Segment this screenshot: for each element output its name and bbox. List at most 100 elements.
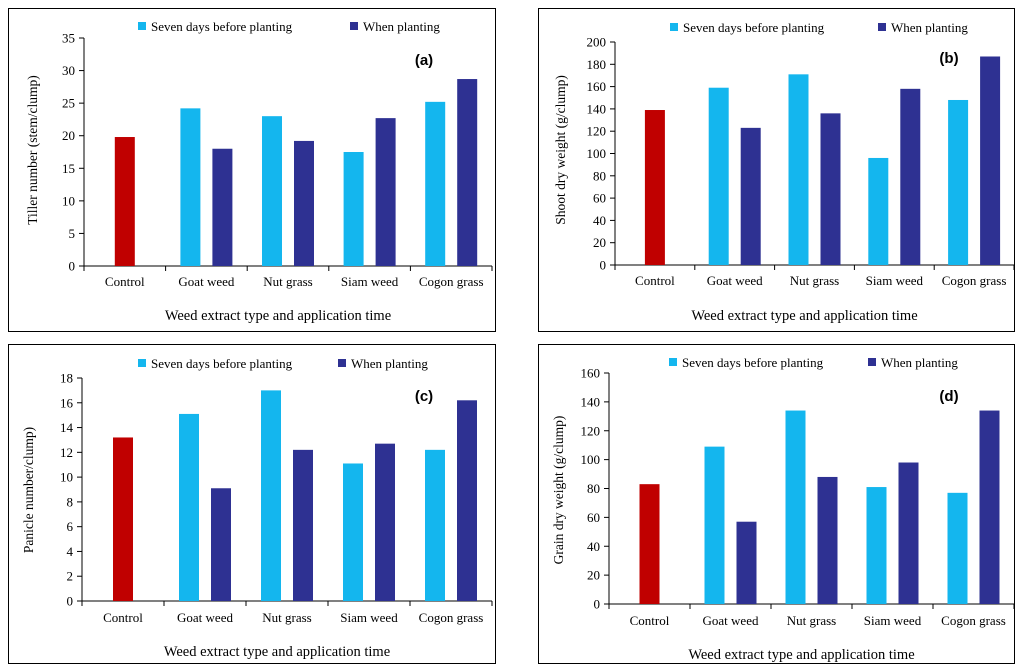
x-tick-label: Nut grass (790, 273, 839, 288)
bar-seven-days-before (261, 390, 281, 601)
y-tick-label: 140 (587, 101, 607, 116)
bar-when-planting (736, 521, 757, 604)
x-tick-label: Goat weed (707, 273, 763, 288)
x-tick-label: Siam weed (866, 273, 924, 288)
x-tick-label: Control (103, 610, 143, 625)
chart-panel-a: 0 5 10 15 20 25 30 35 Control Goat weed Nut grass S… (8, 8, 496, 332)
bar-control (639, 484, 660, 604)
chart-svg: 0 2 4 6 8 10 12 14 16 18 Control Goat weed Nut grass… (21, 356, 493, 660)
legend-swatch (878, 23, 886, 31)
x-tick-label: Nut grass (263, 274, 312, 289)
chart-svg: 0 20 40 60 80 100 120 140 160 Control Goat weed Nut… (551, 355, 1015, 663)
y-tick-label: 5 (69, 226, 76, 241)
bar-seven-days-before (704, 446, 725, 604)
y-tick-label: 4 (67, 544, 74, 559)
x-tick-label: Nut grass (262, 610, 311, 625)
legend-swatch (868, 358, 876, 366)
y-tick-label: 200 (587, 35, 607, 50)
y-tick-label: 80 (587, 481, 600, 496)
bar-when-planting (375, 118, 396, 266)
bar-when-planting (212, 148, 233, 266)
bar-when-planting (375, 443, 395, 601)
bar-when-planting (900, 88, 921, 265)
y-tick-label: 10 (62, 193, 75, 208)
bar-seven-days-before (868, 157, 889, 265)
bar-seven-days-before (947, 492, 968, 604)
legend-label: Seven days before planting (682, 355, 824, 370)
bar-seven-days-before (179, 413, 199, 601)
bar-seven-days-before (948, 99, 969, 265)
x-tick-label: Goat weed (703, 613, 759, 628)
bar-seven-days-before (425, 449, 445, 601)
y-tick-label: 10 (60, 470, 73, 485)
panel-label: (b) (939, 50, 958, 67)
x-tick-label: Siam weed (341, 274, 399, 289)
y-axis-title: Panicle number/clump) (21, 427, 36, 553)
bar-when-planting (740, 127, 761, 265)
x-tick-label: Cogon grass (942, 273, 1007, 288)
legend-label: When planting (363, 19, 440, 34)
y-tick-label: 14 (60, 420, 74, 435)
y-tick-label: 30 (62, 63, 75, 78)
y-tick-label: 6 (67, 519, 74, 534)
x-axis-title: Weed extract type and application time (164, 644, 390, 660)
legend-swatch (138, 359, 146, 367)
bar-when-planting (293, 449, 313, 601)
bar-seven-days-before (866, 487, 887, 604)
y-tick-label: 0 (594, 597, 601, 612)
bar-seven-days-before (785, 410, 806, 604)
y-tick-label: 12 (60, 445, 73, 460)
y-axis-title: Shoot dry weight (g/clump) (553, 75, 568, 225)
legend-swatch (138, 22, 146, 30)
y-tick-label: 2 (67, 569, 74, 584)
legend-label: When planting (351, 356, 428, 371)
x-tick-label: Cogon grass (941, 613, 1006, 628)
y-tick-label: 20 (593, 235, 606, 250)
chart-svg: 0 20 40 60 80 100 120 140 160 180 200 Control Goat w… (553, 20, 1015, 324)
bar-control (113, 437, 133, 601)
y-tick-label: 16 (60, 395, 74, 410)
chart-panel-b: 0 20 40 60 80 100 120 140 160 180 200 Control Goat w… (538, 8, 1015, 332)
y-tick-label: 20 (587, 568, 600, 583)
bar-seven-days-before (262, 116, 282, 267)
y-axis-title: Grain dry weight (g/clump) (551, 416, 566, 565)
x-tick-label: Goat weed (178, 274, 234, 289)
panel-label: (d) (939, 388, 958, 405)
y-tick-label: 0 (67, 594, 74, 609)
bar-when-planting (820, 113, 841, 265)
legend-swatch (350, 22, 358, 30)
bar-seven-days-before (343, 463, 363, 601)
bar-when-planting (211, 488, 231, 601)
bar-seven-days-before (343, 152, 364, 266)
legend-swatch (669, 358, 677, 366)
panel-label: (a) (415, 52, 433, 69)
x-axis-title: Weed extract type and application time (688, 647, 914, 663)
bar-control (114, 137, 135, 266)
y-tick-label: 160 (581, 366, 601, 381)
y-tick-label: 40 (593, 213, 606, 228)
chart-panel-d: 0 20 40 60 80 100 120 140 160 Control Goat weed Nut… (538, 344, 1015, 664)
chart-svg: 0 5 10 15 20 25 30 35 Control Goat weed Nut grass S… (25, 19, 493, 324)
y-tick-label: 60 (593, 191, 606, 206)
legend-swatch (338, 359, 346, 367)
y-tick-label: 140 (581, 394, 601, 409)
legend-swatch (670, 23, 678, 31)
y-tick-label: 100 (581, 452, 601, 467)
y-tick-label: 60 (587, 510, 600, 525)
y-axis-title: Tiller number (stem/clump) (25, 75, 40, 224)
bar-control (644, 110, 665, 265)
x-tick-label: Siam weed (340, 610, 398, 625)
legend-label: Seven days before planting (683, 20, 825, 35)
chart-panel-c: 0 2 4 6 8 10 12 14 16 18 Control Goat weed Nut grass… (8, 344, 496, 664)
x-tick-label: Control (105, 274, 145, 289)
y-tick-label: 40 (587, 539, 600, 554)
x-tick-label: Goat weed (177, 610, 233, 625)
x-tick-label: Control (635, 273, 675, 288)
legend-label: Seven days before planting (151, 19, 293, 34)
legend-label: When planting (881, 355, 958, 370)
x-tick-label: Nut grass (787, 613, 836, 628)
x-tick-label: Siam weed (864, 613, 922, 628)
bar-when-planting (294, 140, 314, 266)
bar-when-planting (457, 79, 478, 266)
y-tick-label: 25 (62, 96, 75, 111)
